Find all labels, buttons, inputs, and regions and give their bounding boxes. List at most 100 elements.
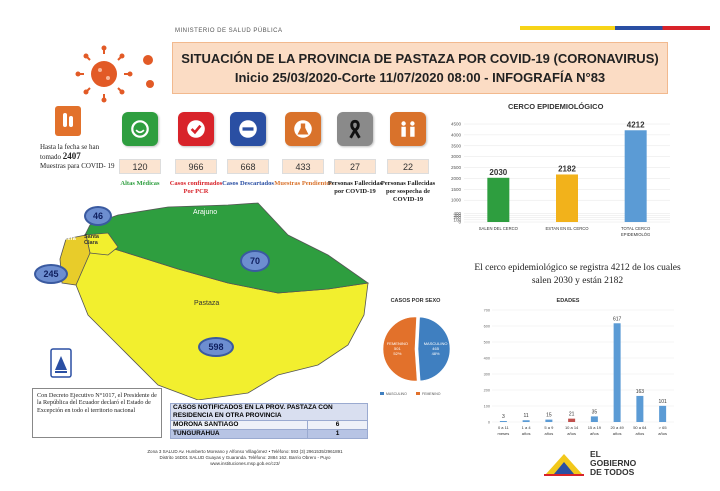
cases-row-count: 1	[307, 429, 368, 439]
smile-icon	[131, 120, 149, 138]
page-subtitle: Inicio 25/03/2020-Corte 11/07/2020 08:00…	[234, 70, 606, 85]
cerco-y-tick: 3500	[451, 143, 462, 148]
sex-pie-title: CASOS POR SEXO	[390, 298, 441, 304]
edades-category-label: 0 a 11 meses	[497, 425, 509, 436]
cases-other-province-table: CASOS NOTIFICADOS EN LA PROV. PASTAZA CO…	[170, 403, 368, 439]
stat-value: 668	[227, 159, 269, 174]
edades-data-label: 15	[546, 413, 552, 419]
cerco-data-label: 2182	[558, 164, 576, 173]
stat-icon-tile	[178, 112, 214, 146]
footer-line: Zona 3 SALUD Av. Humberto Moreano y Alfo…	[147, 449, 343, 454]
edades-data-label: 163	[636, 389, 645, 395]
cerco-y-tick: 0	[458, 220, 461, 225]
edades-bar	[613, 323, 621, 422]
cases-row-count: 6	[307, 420, 368, 430]
stat-icon-tile	[122, 112, 158, 146]
cerco-bar	[487, 177, 510, 222]
map-label-santa-clara: Santa Clara	[84, 234, 99, 246]
pie-slice-label: FEMENINO	[387, 341, 408, 346]
cerco-y-tick: 100	[453, 217, 461, 222]
cerco-bar	[556, 174, 578, 222]
map-label-arajuno: Arajuno	[193, 209, 218, 216]
cerco-chart-title: CERCO EPIDEMIOLÓGICO	[508, 102, 604, 111]
cases-table-header: CASOS NOTIFICADOS EN LA PROV. PASTAZA CO…	[170, 403, 368, 421]
map-label-mera: Mera	[63, 236, 76, 242]
footer-contact: Zona 3 SALUD Av. Humberto Moreano y Alfo…	[100, 449, 390, 467]
edades-data-label: 101	[658, 399, 667, 405]
gob-line3: DE TODOS	[590, 467, 635, 477]
edades-category-label: 15 a 19 años	[588, 425, 602, 436]
decree-document-icon	[50, 348, 72, 378]
stat-label: Casos Descartados	[222, 180, 274, 187]
edades-category-label: > 65 años	[658, 425, 667, 436]
pie-slice	[382, 316, 418, 382]
edades-y-tick: 700	[484, 309, 490, 313]
edades-bar	[636, 395, 644, 422]
sex-pie-panel: CASOS POR SEXO MASCULINO 465 48% MASCULINO F…	[358, 298, 473, 403]
footer-line: www.instituciones.msp.gob.ec/cz3/	[210, 461, 280, 466]
edades-bar	[659, 405, 667, 422]
sex-pie-chart: MASCULINO46548%MASCULINOFEMENINO50152%FE…	[380, 316, 451, 396]
cerco-y-tick: 400	[453, 211, 461, 216]
cerco-y-tick: 200	[453, 215, 461, 220]
stat-icon-tile	[337, 112, 373, 146]
pie-legend-swatch	[416, 392, 420, 395]
edades-data-label: 21	[569, 412, 575, 418]
cerco-y-tick: 1000	[451, 198, 462, 203]
cerco-y-tick: 1500	[451, 187, 462, 192]
samples-count: 2407	[62, 151, 81, 161]
pie-slice-label: 501	[394, 346, 401, 351]
stat-label: Muestras Pendientes	[274, 180, 332, 187]
stat-value: 22	[387, 159, 429, 174]
edades-category-label: 20 a 49 años	[610, 425, 624, 436]
pie-slice-label: 465	[432, 346, 439, 351]
cerco-data-label: 2030	[489, 168, 507, 177]
virus-icon	[75, 45, 154, 103]
stat-label: Altas Médicas	[120, 180, 160, 187]
edades-category-label: 50 a 64 años	[633, 425, 647, 436]
edades-category-label: 10 a 14 años	[565, 425, 579, 436]
cerco-y-tick: 2000	[451, 176, 462, 181]
stat-icon-tile	[230, 112, 266, 146]
ribbon-icon	[349, 119, 361, 139]
pastaza-map	[59, 202, 370, 400]
cerco-y-tick: 4000	[451, 132, 462, 137]
flask-icon	[294, 120, 312, 138]
gob-line1: EL	[590, 449, 601, 459]
pie-slice-label: MASCULINO	[424, 341, 448, 346]
pie-slice	[417, 316, 451, 382]
cerco-note: El cerco epidemiológico se registra 4212…	[474, 263, 681, 286]
edades-y-tick: 500	[484, 341, 490, 345]
cerco-y-tick: 300	[453, 213, 461, 218]
cerco-bar	[624, 130, 647, 222]
santa-clara-count-badge: 46	[84, 206, 112, 226]
map-label-pastaza: Pastaza	[194, 300, 220, 307]
stat-value: 120	[119, 159, 161, 174]
people-icon	[401, 121, 415, 137]
cerco-data-label: 4212	[627, 120, 645, 129]
edades-y-tick: 100	[484, 405, 490, 409]
edades-y-tick: 600	[484, 325, 490, 329]
edades-bar	[545, 419, 553, 422]
decree-note: Con Decreto Ejecutivo N°1017, el Preside…	[32, 388, 162, 438]
edades-bar	[522, 420, 530, 422]
edades-category-label: 1 a 4 años	[522, 425, 532, 436]
arajuno-region	[75, 202, 370, 294]
pie-legend-swatch	[380, 392, 384, 395]
stat-value: 966	[175, 159, 217, 174]
cerco-category-label: SALEN DEL CERCO	[479, 226, 519, 231]
mera-count-badge: 245	[34, 264, 68, 284]
page-title: SITUACIÓN DE LA PROVINCIA DE PASTAZA POR…	[181, 51, 659, 66]
edades-data-label: 3	[502, 414, 505, 420]
edades-category-label: 5 a 9 años	[544, 425, 554, 436]
edades-bar	[499, 421, 507, 422]
samples-summary-line2: Muestras para COVID- 19	[40, 162, 115, 170]
gob-line2: GOBIERNO	[590, 458, 637, 468]
edades-bar	[590, 416, 598, 422]
stat-label: Personas Fallecidas por COVID-19	[327, 180, 383, 195]
cases-row-province: MORONA SANTIAGO	[170, 420, 308, 430]
edades-y-tick: 300	[484, 373, 490, 377]
edades-bar	[568, 418, 576, 422]
